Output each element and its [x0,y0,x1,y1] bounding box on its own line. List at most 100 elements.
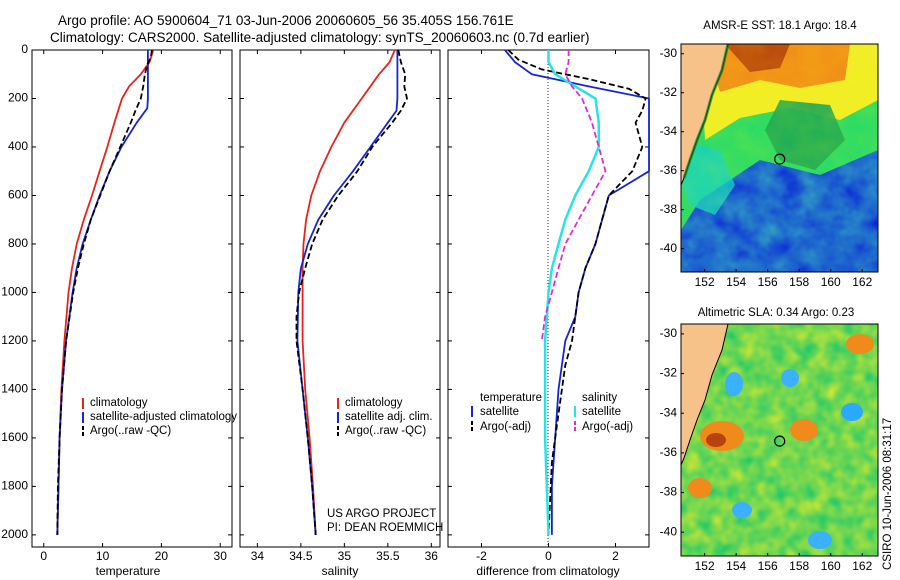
sst-map-panel: AMSR-E SST: 18.1 Argo: 18.4 152 154 156 158… [660,20,879,289]
series-temperature-argo-adj [507,49,647,535]
depth-tick-label: 600 [8,188,28,202]
lat-tick-label: -40 [660,241,678,255]
temperature-xlabel: temperature [96,564,161,578]
legend-label-temp-argo: Argo(-adj) [480,421,531,433]
salinity-xlabel: salinity [322,564,359,578]
depth-tick-label: 1200 [1,333,28,347]
sst-map-field [681,44,878,272]
depth-tick-label: 1000 [1,285,28,299]
x-tick-label: 20 [155,549,169,563]
depth-tick-label: 1400 [1,382,28,396]
x-tick-label: 10 [96,549,110,563]
x-tick-label: 36 [425,549,439,563]
salinity-legend: climatology satellite adj. clim. Argo(..… [337,397,433,437]
x-tick-label: 0 [40,549,47,563]
lat-tick-label: -40 [660,524,678,538]
sla-map-ticks: 152 154 156 158 160 162 -30 -32 -34 -36 -38 -40 [660,326,873,573]
depth-tick-labels: 0 200 400 600 800 1000 1200 1400 1600 1800 2000 [1,42,28,541]
lat-tick-label: -32 [660,366,678,380]
lon-tick-label: 160 [821,559,841,573]
lat-tick-label: -36 [660,445,678,459]
difference-ticks: -2 0 2 [448,49,649,563]
lon-tick-label: 154 [726,275,746,289]
sla-map-field [681,324,878,556]
depth-tick-label: 200 [8,91,28,105]
difference-panel: -2 0 2 difference from climatology tempera… [447,49,650,578]
lon-tick-label: 152 [695,559,715,573]
depth-tick-label: 2000 [1,527,28,541]
depth-tick-label: 1800 [1,479,28,493]
sst-map-ticks: 152 154 156 158 160 162 -30 -32 -34 -36 -38 -40 [660,46,873,289]
depth-tick-label: 0 [21,42,28,56]
salinity-panel: 34 34.5 35 35.5 36 salinity climatology sate… [239,49,443,578]
lat-tick-label: -34 [660,124,678,138]
temperature-ticks: 0 10 20 30 [32,49,232,563]
argo-location-marker [774,153,786,165]
sst-map-title: AMSR-E SST: 18.1 Argo: 18.4 [703,20,857,32]
depth-tick-label: 800 [8,236,28,250]
x-tick-label: 30 [214,549,228,563]
lon-tick-label: 154 [726,559,746,573]
lon-tick-label: 162 [852,559,872,573]
side-stamp: CSIRO 10-Jun-2006 08:31:17 [882,418,894,570]
legend-title-salinity: salinity [582,392,617,404]
lon-tick-label: 156 [758,559,778,573]
lon-tick-label: 160 [821,275,841,289]
temperature-legend: climatology satellite-adjusted climatolo… [82,397,237,437]
depth-tick-label: 400 [8,139,28,153]
lon-tick-label: 158 [789,559,809,573]
footer-pi: PI: DEAN ROEMMICH [327,522,443,534]
argo-location-marker [774,435,786,447]
x-tick-label: 35 [338,549,352,563]
sla-map-title: Altimetric SLA: 0.34 Argo: 0.23 [698,307,855,319]
difference-series [504,49,650,535]
figure-title-line1: Argo profile: AO 5900604_71 03-Jun-2006 … [58,13,514,28]
x-tick-label: 34.5 [289,549,313,563]
lat-tick-label: -38 [660,202,678,216]
sla-map-panel: Altimetric SLA: 0.34 Argo: 0.23 152 154 15… [660,307,879,573]
series-salinity-satellite [543,50,601,535]
lat-tick-label: -30 [660,326,678,340]
legend-label-climatology: climatology [345,397,403,409]
temperature-panel: 0 10 20 30 0 200 400 600 800 1000 1200 1400 1600 180… [1,42,237,578]
x-tick-label: 2 [612,549,619,563]
x-tick-label: 0 [545,549,552,563]
temperature-series [56,49,155,535]
salinity-series [295,49,408,535]
depth-tick-label: 1600 [1,430,28,444]
salinity-ticks: 34 34.5 35 35.5 36 [240,49,440,563]
sst-map-frame [680,43,879,273]
x-tick-label: 35.5 [376,549,400,563]
footer-project: US ARGO PROJECT [327,508,436,520]
legend-label-argo: Argo(..raw -QC) [345,425,426,437]
legend-label-satellite: satellite-adjusted climatology [90,411,237,423]
lon-tick-label: 152 [695,275,715,289]
x-tick-label: -2 [476,549,487,563]
legend-label-temp-satellite: satellite [480,406,519,418]
lat-tick-label: -36 [660,163,678,177]
x-tick-label: 34 [251,549,265,563]
temperature-axes-box [31,49,233,548]
lat-tick-label: -32 [660,85,678,99]
series-climatology [301,49,396,535]
series-salinity-argo-adj [540,50,607,342]
lat-tick-label: -38 [660,485,678,499]
lon-tick-label: 162 [852,275,872,289]
sla-map-frame [680,323,879,557]
lat-tick-label: -34 [660,405,678,419]
legend-label-satellite: satellite adj. clim. [345,411,433,423]
legend-label-sal-argo: Argo(-adj) [582,421,633,433]
legend-label-climatology: climatology [90,397,148,409]
salinity-axes-box [239,49,441,548]
land-australia [681,324,729,466]
legend-title-temperature: temperature [480,392,542,404]
figure-title-line2: Climatology: CARS2000. Satellite-adjuste… [50,30,590,45]
series-argo-raw-qc [295,49,408,535]
legend-label-sal-satellite: satellite [582,406,621,418]
series-argo-raw-qc [56,49,153,535]
lon-tick-label: 158 [789,275,809,289]
legend-label-argo: Argo(..raw -QC) [90,425,171,437]
lat-tick-label: -30 [660,46,678,60]
difference-xlabel: difference from climatology [476,564,619,578]
